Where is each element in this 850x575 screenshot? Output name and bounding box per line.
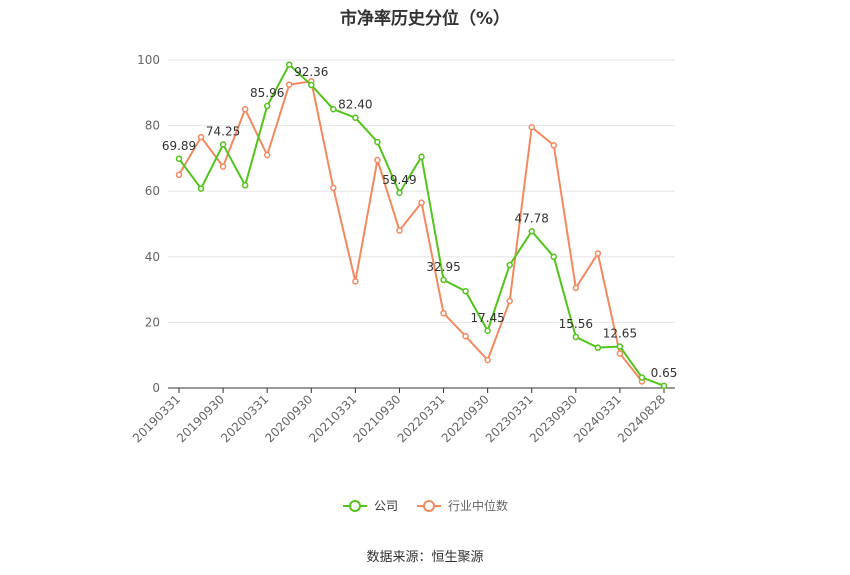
data-point[interactable] [506,261,513,269]
data-point[interactable] [462,332,469,340]
data-point[interactable] [528,123,535,131]
data-label: 82.40 [338,98,372,112]
data-label: 59.49 [382,173,416,187]
y-axis: 0 20 40 60 80 100 [137,53,160,395]
source-note: 数据来源：恒生聚源 [366,550,484,565]
data-point[interactable] [616,343,624,350]
data-point[interactable] [418,199,425,206]
data-point[interactable] [330,184,337,192]
legend-item-industry-median[interactable]: 行业中位数 [416,497,508,514]
data-point[interactable] [374,138,381,146]
data-point[interactable] [594,344,602,351]
data-point[interactable] [638,374,646,381]
data-point[interactable] [616,350,624,357]
data-point[interactable] [572,284,580,292]
data-point[interactable] [330,105,337,113]
y-tick-label: 0 [152,381,160,395]
data-point[interactable] [484,327,491,335]
data-point[interactable] [241,182,249,189]
data-label: 47.78 [515,211,549,225]
legend-label-industry-median: 行业中位数 [448,499,509,513]
legend: 公司 行业中位数 [0,497,850,514]
data-label: 15.56 [559,317,593,331]
data-point[interactable] [506,297,513,305]
series-line [178,63,665,387]
data-point[interactable] [197,133,205,141]
data-point[interactable] [308,81,315,89]
data-point[interactable] [660,382,668,390]
data-point[interactable] [263,151,271,159]
data-point[interactable] [219,141,227,148]
data-label: 32.95 [426,260,460,274]
series-lines [175,61,668,390]
series-line [178,80,643,383]
y-tick-label: 100 [137,53,160,67]
data-point[interactable] [374,156,381,164]
data-point[interactable] [197,185,205,192]
data-point[interactable] [175,171,183,179]
data-point[interactable] [396,189,403,197]
y-tick-label: 60 [145,184,160,198]
legend-label-company: 公司 [373,499,398,513]
data-point[interactable] [352,278,359,285]
data-label: 92.36 [294,65,328,79]
legend-marker-industry-median [417,499,441,512]
data-point[interactable] [396,227,403,234]
data-label: 0.65 [651,366,678,380]
data-label: 74.25 [206,124,240,138]
data-point[interactable] [175,155,183,163]
data-point[interactable] [484,356,491,364]
data-point[interactable] [440,309,447,317]
data-point[interactable] [572,333,580,341]
y-tick-label: 80 [145,119,160,133]
data-label: 17.45 [470,311,504,325]
data-point[interactable] [241,105,249,113]
data-point[interactable] [528,228,535,235]
grid-lines [168,59,675,323]
data-point[interactable] [550,253,558,261]
line-chart: 2019033120190930202003312020093020210331… [130,53,678,445]
data-point[interactable] [352,114,359,121]
data-label: 69.89 [162,139,196,153]
data-point[interactable] [550,142,558,149]
data-point[interactable] [440,276,447,284]
data-point[interactable] [263,102,271,110]
y-tick-label: 40 [145,250,160,264]
data-label: 12.65 [603,327,637,341]
y-tick-label: 20 [145,315,160,329]
x-tick-label: 20240828 [615,392,668,445]
series-company [175,61,668,390]
data-labels: 69.89 74.25 85.96 92.36 82.40 59.49 32.95 17.45… [162,65,678,380]
chart-title: 市净率历史分位（%） [339,9,511,29]
data-point[interactable] [285,81,293,88]
data-point[interactable] [418,153,425,161]
data-point[interactable] [462,287,469,295]
legend-marker-company [342,499,367,512]
data-label: 85.96 [250,86,284,100]
data-point[interactable] [594,250,602,257]
data-point[interactable] [285,61,293,68]
x-axis: 2019033120190930202003312020093020210331… [130,387,675,445]
legend-item-company[interactable]: 公司 [342,497,398,514]
data-point[interactable] [219,163,227,170]
